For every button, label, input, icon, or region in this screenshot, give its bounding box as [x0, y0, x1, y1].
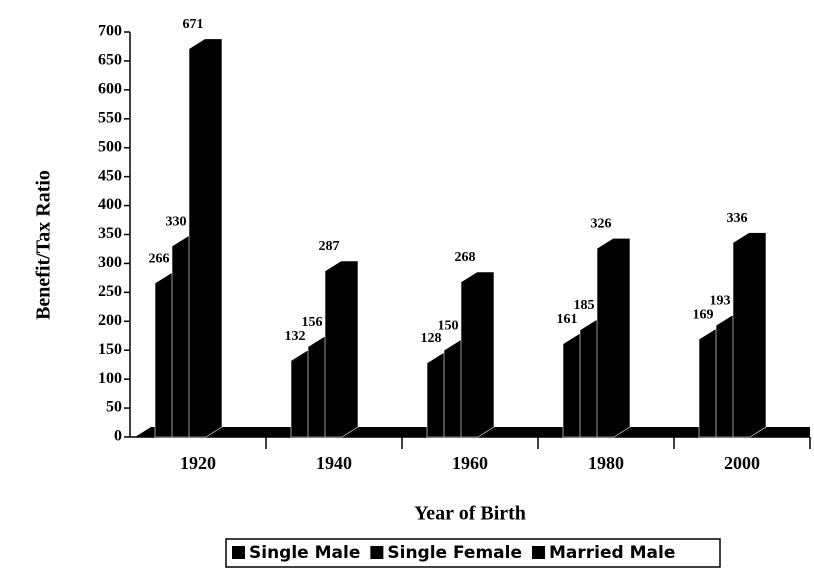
y-tick-label: 100: [98, 370, 122, 387]
x-tick-label: 1940: [316, 453, 352, 473]
x-axis-label: Year of Birth: [414, 503, 526, 525]
y-tick-label: 700: [98, 23, 122, 40]
bar: [324, 260, 359, 438]
value-label: 671: [183, 17, 204, 32]
legend-box: [225, 538, 721, 568]
y-tick-label: 50: [106, 399, 122, 416]
bar: [732, 232, 767, 438]
value-label: 132: [285, 329, 306, 344]
y-tick-label: 450: [98, 167, 122, 184]
bar: [460, 271, 495, 438]
y-tick-label: 500: [98, 138, 122, 155]
y-tick-label: 150: [98, 341, 122, 358]
value-label: 150: [438, 318, 459, 333]
value-label: 287: [319, 239, 340, 254]
legend-label: Single Male: [249, 543, 360, 563]
bar: [188, 38, 223, 438]
y-tick-label: 650: [98, 52, 122, 69]
y-tick-label: 400: [98, 196, 122, 213]
value-label: 185: [574, 298, 595, 313]
bar: [596, 238, 631, 438]
x-tick-label: 1980: [588, 453, 624, 473]
value-label: 169: [693, 307, 714, 322]
legend-label: Single Female: [387, 543, 522, 563]
value-label: 336: [727, 211, 748, 226]
value-label: 330: [166, 214, 187, 229]
x-tick-label: 2000: [724, 453, 760, 473]
y-tick-label: 200: [98, 312, 122, 329]
y-tick-label: 300: [98, 254, 122, 271]
value-label: 266: [149, 251, 170, 266]
y-tick-label: 0: [114, 428, 122, 445]
value-label: 161: [557, 312, 578, 327]
value-label: 128: [421, 331, 442, 346]
y-tick-label: 350: [98, 225, 122, 242]
value-label: 193: [710, 294, 731, 309]
legend-swatch: [532, 546, 545, 559]
x-tick-label: 1920: [180, 453, 216, 473]
legend-swatch: [370, 546, 384, 559]
y-tick-label: 250: [98, 283, 122, 300]
x-tick-label: 1960: [452, 453, 488, 473]
value-label: 156: [302, 315, 323, 330]
y-axis-label: Benefit/Tax Ratio: [33, 170, 55, 320]
value-label: 268: [455, 250, 476, 265]
legend-label: Married Male: [549, 543, 675, 563]
y-tick-label: 550: [98, 109, 122, 126]
legend-swatch: [232, 546, 245, 559]
y-tick-label: 600: [98, 81, 122, 98]
value-label: 326: [591, 217, 612, 232]
